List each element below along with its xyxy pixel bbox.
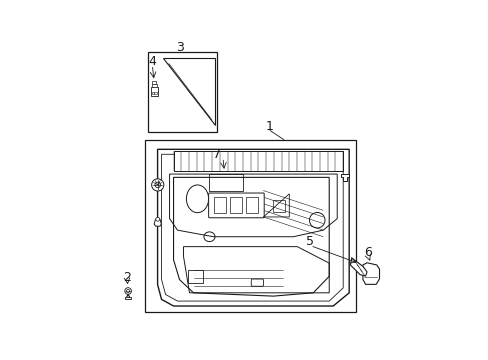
Polygon shape xyxy=(163,58,214,126)
Text: 2: 2 xyxy=(123,271,131,284)
Bar xyxy=(154,92,156,94)
Text: 7: 7 xyxy=(213,148,221,161)
Bar xyxy=(187,270,203,283)
Circle shape xyxy=(155,182,160,188)
Circle shape xyxy=(151,179,163,191)
Circle shape xyxy=(126,289,129,293)
Bar xyxy=(229,197,241,213)
Bar xyxy=(152,92,154,94)
Polygon shape xyxy=(362,263,379,284)
FancyBboxPatch shape xyxy=(208,193,264,218)
Polygon shape xyxy=(157,149,348,306)
Polygon shape xyxy=(350,258,366,276)
FancyBboxPatch shape xyxy=(251,279,263,286)
Bar xyxy=(152,81,156,84)
Text: 3: 3 xyxy=(176,41,183,54)
Text: 6: 6 xyxy=(364,246,371,259)
Bar xyxy=(245,197,258,213)
Bar xyxy=(173,151,343,171)
Bar xyxy=(125,297,131,299)
Bar xyxy=(213,197,225,213)
Bar xyxy=(151,84,156,87)
Text: 5: 5 xyxy=(305,235,314,248)
Circle shape xyxy=(156,217,160,221)
Bar xyxy=(150,87,158,96)
Polygon shape xyxy=(340,174,348,181)
Bar xyxy=(273,201,285,212)
Text: 1: 1 xyxy=(265,120,273,133)
Bar xyxy=(148,51,217,132)
Polygon shape xyxy=(154,219,161,226)
Circle shape xyxy=(124,288,131,294)
Bar xyxy=(209,174,243,190)
Bar xyxy=(145,140,355,312)
Text: 4: 4 xyxy=(148,55,156,68)
